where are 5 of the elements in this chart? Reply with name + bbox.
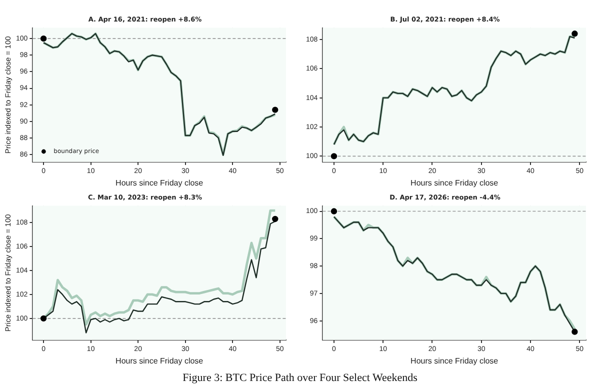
x-axis-title: Hours since Friday close xyxy=(410,178,499,188)
x-axis-title: Hours since Friday close xyxy=(410,356,499,366)
x-axis-title: Hours since Friday close xyxy=(116,178,204,188)
x-axis-title: Hours since Friday close xyxy=(116,356,204,366)
caption: Figure 3: BTC Price Path over Four Select Weekends xyxy=(182,372,418,384)
